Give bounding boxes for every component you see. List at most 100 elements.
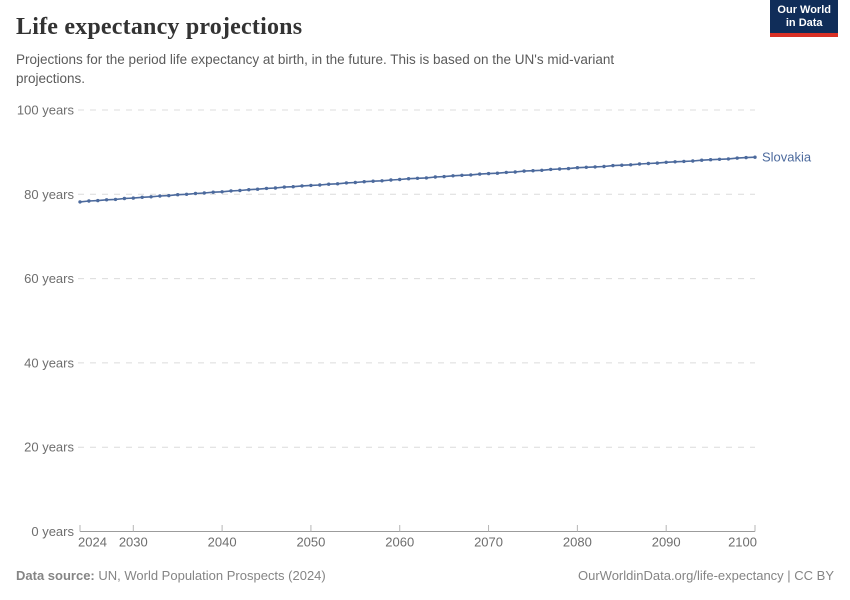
data-point [717, 157, 722, 161]
data-point [309, 183, 313, 188]
data-point [700, 158, 704, 162]
data-point [167, 193, 171, 198]
y-tick-label-0: 0 years [31, 524, 74, 539]
data-point [104, 198, 109, 202]
x-tick-label-2060: 2060 [385, 535, 414, 550]
data-point [531, 169, 535, 173]
x-tick-label-2070: 2070 [474, 535, 503, 550]
data-source-note[interactable]: Data source: UN, World Population Prospe… [16, 568, 326, 583]
data-point [673, 160, 677, 164]
data-point [247, 188, 251, 192]
data-point [575, 166, 580, 170]
x-tick-label-2090: 2090 [652, 535, 681, 550]
owid-logo[interactable]: Our World in Data [770, 0, 838, 37]
data-point [433, 175, 437, 179]
data-point [708, 158, 713, 162]
data-point [140, 195, 144, 199]
data-point [504, 170, 508, 175]
data-point [584, 165, 588, 169]
data-point [211, 190, 215, 194]
data-point [522, 169, 526, 173]
data-point [406, 177, 411, 181]
data-point [113, 197, 118, 202]
series-slovakia[interactable] [78, 155, 757, 204]
x-tick-label-2040: 2040 [208, 535, 237, 550]
chart-subtitle: Projections for the period life expectan… [16, 52, 615, 86]
data-point [726, 157, 731, 161]
data-point [495, 171, 500, 175]
data-point [264, 186, 269, 191]
data-point [344, 181, 349, 185]
data-point [442, 174, 446, 179]
x-tick-label-2080: 2080 [563, 535, 592, 550]
data-point [282, 185, 286, 189]
data-point [176, 193, 180, 197]
data-point [362, 180, 366, 184]
data-point [122, 196, 127, 201]
data-point [255, 187, 260, 191]
data-source-label: Data source: [16, 568, 95, 583]
data-point [184, 192, 189, 196]
data-source-value: UN, World Population Prospects (2024) [94, 568, 326, 583]
x-tick-label-2050: 2050 [296, 535, 325, 550]
data-point [238, 188, 242, 193]
data-point [202, 191, 206, 195]
data-point [664, 160, 668, 164]
data-point [78, 200, 82, 204]
owid-logo-line2: in Data [785, 17, 823, 29]
data-point [229, 189, 233, 193]
data-point [753, 155, 757, 159]
data-point [620, 163, 624, 167]
data-point [327, 182, 331, 186]
y-tick-label-20: 20 years [24, 440, 74, 455]
data-point [735, 156, 739, 160]
data-point [318, 183, 322, 187]
data-point [424, 176, 429, 180]
y-tick-label-80: 80 years [24, 187, 74, 202]
chart-footer: Data source: UN, World Population Prospe… [16, 568, 834, 583]
data-point [389, 178, 393, 182]
data-point [593, 165, 597, 169]
data-point [637, 162, 642, 166]
data-point [646, 161, 651, 166]
data-point [540, 168, 544, 172]
y-tick-label-60: 60 years [24, 271, 74, 286]
data-point [486, 171, 491, 176]
x-tick-label-2030: 2030 [119, 535, 148, 550]
data-point [691, 159, 695, 163]
data-point [371, 179, 375, 183]
data-point [655, 161, 659, 165]
data-point [602, 164, 606, 169]
data-point [744, 155, 748, 160]
chart-title: Life expectancy projections [16, 14, 303, 40]
data-point [451, 174, 455, 178]
data-point [158, 194, 162, 198]
y-tick-label-40: 40 years [24, 355, 74, 370]
data-point [460, 173, 464, 177]
data-point [300, 184, 304, 188]
data-point [469, 173, 473, 177]
data-point [291, 185, 295, 189]
data-point [629, 163, 633, 167]
data-point [131, 196, 135, 200]
data-point [513, 170, 517, 174]
owid-logo-line1: Our World [777, 4, 831, 16]
data-point [193, 191, 198, 196]
y-tick-label-100: 100 years [17, 103, 75, 118]
data-point [478, 172, 482, 176]
data-point [96, 198, 100, 203]
data-point [398, 177, 402, 182]
x-tick-label-2024: 2024 [78, 535, 107, 550]
data-point [549, 167, 553, 172]
data-point [380, 179, 384, 183]
owid-license-link[interactable]: OurWorldinData.org/life-expectancy | CC … [577, 568, 834, 583]
data-point [415, 176, 420, 180]
data-point [557, 167, 562, 171]
data-point [87, 199, 91, 203]
data-point [353, 180, 357, 185]
entity-label[interactable]: Slovakia [762, 150, 812, 165]
data-point [335, 182, 340, 186]
data-point [566, 166, 571, 171]
